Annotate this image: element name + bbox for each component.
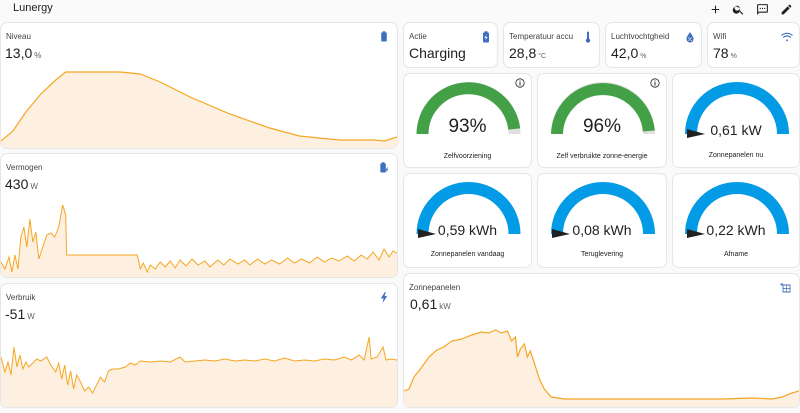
search-icon[interactable] xyxy=(730,1,746,17)
niveau-history-graph xyxy=(1,68,397,148)
card-niveau[interactable]: Niveau 13,0% xyxy=(0,22,398,149)
gauge-teruglevering[interactable]: 0,08 kWh Teruglevering xyxy=(537,173,667,268)
gauge-value: 93% xyxy=(448,116,487,137)
tile-name: Temperatuur accu xyxy=(509,32,574,41)
card-name: Verbruik xyxy=(6,293,36,302)
tile-name: Luchtvochtgheid xyxy=(611,32,670,41)
card-name: Vermogen xyxy=(6,163,43,172)
tile-value: Charging xyxy=(409,45,466,61)
lightning-icon xyxy=(379,292,389,303)
card-verbruik[interactable]: Verbruik -51 W xyxy=(0,283,398,408)
card-value: 0,61 kW xyxy=(410,296,451,312)
verbruik-history-graph xyxy=(1,327,397,407)
wifi-icon xyxy=(781,31,793,43)
tile-temperatuur[interactable]: Temperatuur accu 28,8 °C xyxy=(503,22,600,68)
gauge-label: Zonnepanelen nu xyxy=(708,152,764,159)
gauge-label: Zelf verbruikte zonne-energie xyxy=(556,153,648,160)
zonnepanelen-history-graph xyxy=(404,327,799,407)
card-name: Niveau xyxy=(6,32,31,41)
chat-icon[interactable] xyxy=(754,1,770,17)
top-bar: Lunergy xyxy=(0,0,800,18)
tile-actie[interactable]: Actie Charging xyxy=(403,22,498,68)
gauge-zelf-verbruikte-zonne-energie[interactable]: 96% Zelf verbruikte zonne-energie xyxy=(537,73,667,168)
info-icon[interactable] xyxy=(650,78,660,88)
card-value: 430 W xyxy=(5,176,38,192)
solar-power-icon xyxy=(779,282,791,293)
card-value: -51 W xyxy=(5,306,35,322)
pencil-icon[interactable] xyxy=(778,1,794,17)
battery-charging-icon xyxy=(481,31,491,43)
water-percent-icon xyxy=(685,31,695,43)
card-vermogen[interactable]: Vermogen 430 W xyxy=(0,153,398,278)
gauge-value: 96% xyxy=(582,116,622,137)
plus-icon[interactable] xyxy=(707,1,723,17)
gauge-zonnepanelen-vandaag[interactable]: 0,59 kWh Zonnepanelen vandaag xyxy=(403,173,532,268)
battery-icon xyxy=(379,31,389,42)
gauge-label: Teruglevering xyxy=(580,251,624,258)
gauge-label: Afname xyxy=(723,251,749,258)
gauge-zelfvoorziening[interactable]: 93% Zelfvoorziening xyxy=(403,73,532,168)
tile-name: Wifi xyxy=(713,32,727,41)
tile-value: 42,0% xyxy=(611,45,647,61)
card-name: Zonnepanelen xyxy=(409,283,461,292)
thermometer-icon xyxy=(583,31,593,43)
info-icon[interactable] xyxy=(515,78,525,88)
gauge-value: 0,22 kWh xyxy=(706,222,766,238)
gauge-label: Zelfvoorziening xyxy=(443,153,492,160)
gauge-value: 0,61 kW xyxy=(710,122,762,138)
card-value: 13,0% xyxy=(5,45,42,61)
battery-charging-icon xyxy=(379,162,389,173)
gauge-value: 0,08 kWh xyxy=(572,222,632,238)
app-title: Lunergy xyxy=(13,2,53,14)
gauge-afname[interactable]: 0,22 kWh Afname xyxy=(672,173,800,268)
gauge-value: 0,59 kWh xyxy=(437,222,498,238)
tile-value: 28,8 °C xyxy=(509,45,547,61)
gauge-label: Zonnepanelen vandaag xyxy=(430,251,505,258)
tile-wifi[interactable]: Wifi 78% xyxy=(707,22,800,68)
card-zonnepanelen[interactable]: Zonnepanelen 0,61 kW xyxy=(403,273,800,408)
tile-luchtvochtigheid[interactable]: Luchtvochtgheid 42,0% xyxy=(605,22,702,68)
tile-value: 78% xyxy=(713,45,737,61)
vermogen-history-graph xyxy=(1,197,397,277)
gauge-zonnepanelen-nu[interactable]: 0,61 kW Zonnepanelen nu xyxy=(672,73,800,168)
tile-name: Actie xyxy=(409,32,427,41)
